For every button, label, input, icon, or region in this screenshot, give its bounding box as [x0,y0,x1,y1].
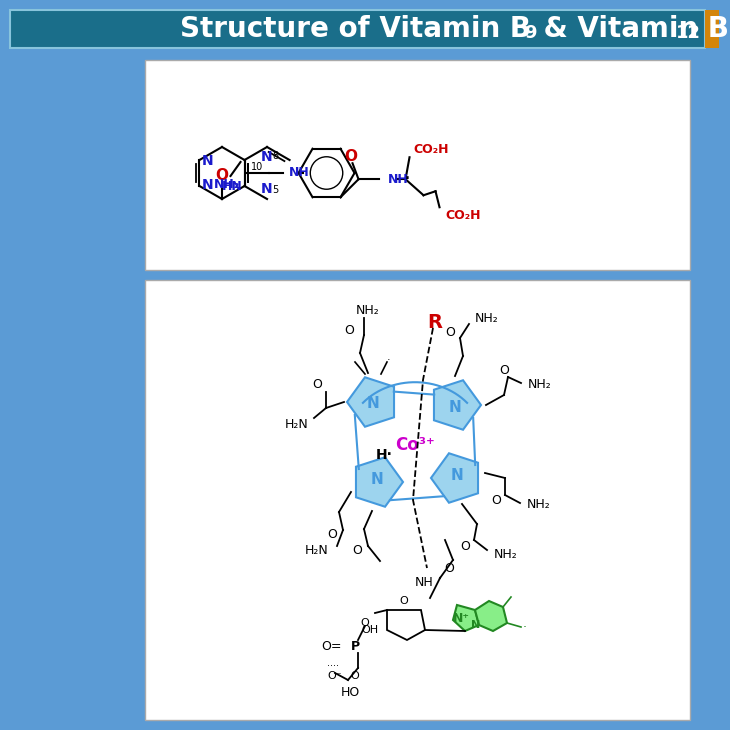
Text: H₂N: H₂N [305,544,329,556]
Text: O: O [361,618,369,628]
Text: O: O [445,326,455,339]
Text: O: O [215,167,228,182]
Polygon shape [453,605,479,631]
Text: 8: 8 [272,151,278,161]
Polygon shape [356,457,403,507]
Bar [145,60,690,270]
Text: P: P [350,639,360,653]
Text: O: O [344,149,357,164]
Text: ·: · [387,355,391,365]
Text: N: N [366,396,380,412]
Polygon shape [431,453,478,503]
Text: N: N [201,178,213,192]
Text: N: N [449,399,461,415]
Polygon shape [387,610,425,640]
Bar [10,10,705,48]
Text: H·: H· [376,448,393,462]
Bar [145,280,690,720]
Text: NH₂: NH₂ [527,499,550,512]
Text: N⁺: N⁺ [453,612,469,624]
Text: O: O [312,377,322,391]
Text: N: N [450,469,464,483]
Text: O: O [327,528,337,540]
Text: ····: ···· [327,661,339,671]
Text: R: R [428,312,442,331]
Text: HN: HN [222,180,242,193]
Text: O: O [350,671,359,681]
Text: OH: OH [362,625,379,635]
Text: NH: NH [388,173,408,185]
Text: N: N [261,182,273,196]
Polygon shape [434,380,481,430]
Text: H₂N: H₂N [284,418,308,431]
Text: NH₂: NH₂ [356,304,380,318]
Text: & Vitamin B: & Vitamin B [534,15,729,43]
Text: 10: 10 [251,162,264,172]
Text: 9: 9 [524,24,537,42]
Text: O=: O= [321,639,342,653]
Text: Co³⁺: Co³⁺ [395,436,435,454]
Text: HO: HO [340,686,360,699]
Text: N: N [261,150,273,164]
Text: ·: · [404,169,411,189]
Text: Structure of Vitamin B: Structure of Vitamin B [180,15,531,43]
Text: N: N [201,154,213,168]
Polygon shape [475,601,507,631]
Text: NH: NH [288,166,310,180]
Text: O: O [491,494,501,507]
Text: N: N [472,620,480,630]
Text: O⁻: O⁻ [327,671,342,681]
Polygon shape [347,377,394,427]
Text: N: N [371,472,383,488]
Text: NH₂: NH₂ [528,378,552,391]
Text: 12: 12 [676,24,701,42]
Text: NH: NH [414,577,433,590]
Text: CO₂H: CO₂H [413,143,449,155]
Text: 5: 5 [272,185,278,195]
Text: NH₂: NH₂ [213,177,239,191]
Text: O: O [344,325,354,337]
Text: NH₂: NH₂ [475,312,499,326]
Bar [705,10,719,48]
Text: O: O [399,596,408,606]
Text: CO₂H: CO₂H [445,209,481,222]
Text: O: O [444,561,454,575]
Text: ·: · [523,621,527,634]
Text: O: O [460,539,470,553]
Text: O: O [499,364,509,377]
Text: O: O [352,545,362,558]
Text: NH₂: NH₂ [494,548,518,561]
